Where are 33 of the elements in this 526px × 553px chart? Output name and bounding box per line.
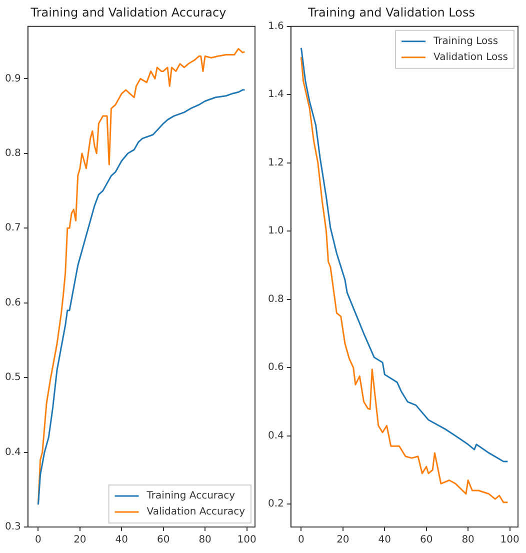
y-tick-label: 0.6 <box>268 362 284 374</box>
y-tick-label: 0.4 <box>268 430 284 442</box>
y-tick-label: 0.9 <box>4 73 21 84</box>
x-tick-label: 40 <box>378 534 392 546</box>
chart-title: Training and Validation Loss <box>307 5 475 20</box>
y-tick-label: 1.6 <box>268 20 284 32</box>
y-tick-label: 1.4 <box>268 89 284 100</box>
y-tick-label: 0.8 <box>268 294 284 305</box>
x-tick-label: 80 <box>462 534 474 546</box>
x-tick-label: 100 <box>237 534 256 546</box>
y-tick-label: 0.7 <box>4 222 21 234</box>
y-tick-label: 0.5 <box>4 372 21 384</box>
y-tick-label: 0.8 <box>4 148 21 160</box>
x-tick-label: 80 <box>198 534 212 546</box>
y-tick-label: 0.4 <box>4 446 21 458</box>
y-tick-label: 1.0 <box>268 226 284 237</box>
x-tick-label: 40 <box>115 534 128 546</box>
legend-label: Training Loss <box>432 36 498 47</box>
x-tick-label: 60 <box>156 534 170 546</box>
chart-title: Training and Validation Accuracy <box>30 5 226 20</box>
x-tick-label: 60 <box>420 534 433 546</box>
legend-label: Validation Accuracy <box>146 506 246 518</box>
y-tick-label: 0.6 <box>4 297 21 308</box>
y-tick-label: 0.3 <box>4 522 21 533</box>
x-tick-label: 20 <box>336 534 350 546</box>
y-tick-label: 0.2 <box>268 498 284 510</box>
legend-label: Validation Loss <box>434 52 508 63</box>
y-tick-label: 1.2 <box>268 157 284 168</box>
x-tick-label: 100 <box>500 534 520 546</box>
x-tick-label: 20 <box>74 534 86 546</box>
x-tick-label: 0 <box>35 534 42 546</box>
legend-label: Training Accuracy <box>146 490 236 502</box>
x-tick-label: 0 <box>298 534 304 546</box>
